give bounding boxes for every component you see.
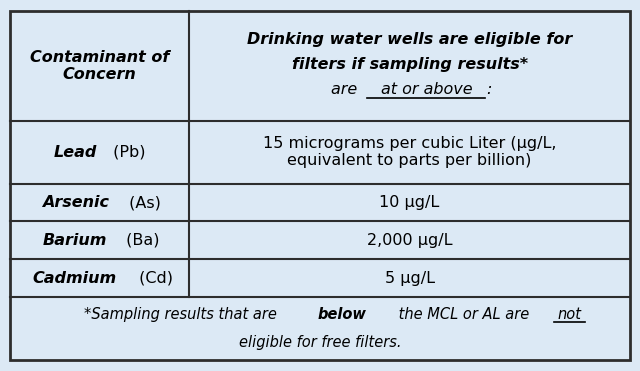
Text: (Cd): (Cd) [134,270,173,286]
Text: 2,000 μg/L: 2,000 μg/L [367,233,452,248]
Text: below: below [317,307,366,322]
Text: Cadmium: Cadmium [32,270,116,286]
Text: Arsenic: Arsenic [42,195,109,210]
Text: the MCL or AL are: the MCL or AL are [394,307,533,322]
Text: *Sampling results that are: *Sampling results that are [84,307,282,322]
Text: are: are [332,82,363,98]
Text: 15 micrograms per cubic Liter (μg/L,
equivalent to parts per billion): 15 micrograms per cubic Liter (μg/L, equ… [263,136,556,168]
Text: filters if sampling results*: filters if sampling results* [292,57,527,72]
Text: Contaminant of
Concern: Contaminant of Concern [29,50,169,82]
Text: (Ba): (Ba) [122,233,160,248]
Text: not: not [557,307,581,322]
Text: Drinking water wells are eligible for: Drinking water wells are eligible for [247,32,572,47]
Text: (Pb): (Pb) [108,145,146,160]
Text: 10 μg/L: 10 μg/L [380,195,440,210]
Text: 5 μg/L: 5 μg/L [385,270,435,286]
Text: Lead: Lead [53,145,97,160]
Text: at or above: at or above [381,82,472,98]
Text: eligible for free filters.: eligible for free filters. [239,335,401,350]
Text: :: : [486,82,492,98]
Text: Barium: Barium [42,233,106,248]
Text: (As): (As) [124,195,161,210]
